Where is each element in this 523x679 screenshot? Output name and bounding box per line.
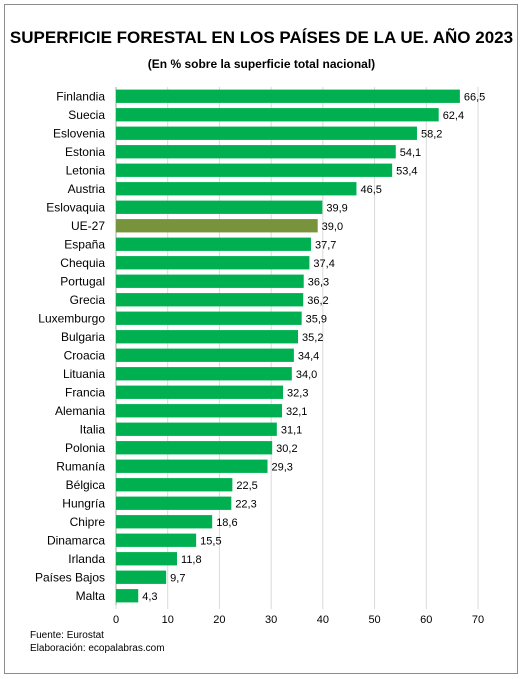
category-label: Finlandia [56,89,105,103]
bar [116,145,396,159]
value-label: 54,1 [400,147,421,159]
bar [116,256,310,270]
x-tick-label: 20 [213,614,225,626]
category-label: Estonia [65,145,105,159]
bar [116,348,294,362]
x-tick-label: 50 [368,614,380,626]
bar [116,200,323,214]
value-label: 11,8 [181,554,202,566]
x-tick-label: 10 [162,614,174,626]
bar [116,515,213,529]
value-label: 15,5 [200,535,221,547]
bar [116,108,439,122]
value-label: 30,2 [276,443,297,455]
category-label: Bélgica [66,478,106,492]
x-tick-label: 30 [265,614,277,626]
category-label: Hungría [62,496,105,510]
value-label: 36,2 [307,295,328,307]
value-label: 18,6 [216,517,237,529]
category-label: Italia [80,422,106,436]
bar [116,552,178,566]
bar [116,89,460,103]
bar [116,533,197,547]
value-label: 58,2 [421,128,442,140]
category-label: Luxemburgo [38,311,105,325]
value-label: 37,4 [313,258,334,270]
source-note: Fuente: Eurostat [30,630,104,641]
bar [116,385,284,399]
category-label: Eslovaquia [46,200,105,214]
bar [116,570,167,584]
bar [116,589,139,603]
category-label: Croacia [64,348,106,362]
category-label: Lituania [63,367,105,381]
value-label: 53,4 [396,165,417,177]
value-label: 34,4 [298,350,319,362]
value-label: 31,1 [281,424,302,436]
value-label: 36,3 [308,276,329,288]
value-label: 9,7 [170,572,185,584]
x-tick-label: 40 [317,614,329,626]
value-label: 37,7 [315,239,336,251]
category-label: Países Bajos [35,570,105,584]
value-label: 35,9 [306,313,327,325]
category-label: Portugal [60,274,105,288]
chart-subtitle: (En % sobre la superficie total nacional… [147,57,376,71]
bar [116,293,304,307]
value-label: 66,5 [464,91,485,103]
category-label: UE-27 [71,219,105,233]
category-label: Francia [65,385,105,399]
bar [116,311,302,325]
bar [116,274,304,288]
bar [116,219,318,233]
x-tick-label: 70 [472,614,484,626]
bar [116,478,233,492]
bar [116,422,277,436]
value-label: 22,3 [235,498,256,510]
value-label: 62,4 [443,110,464,122]
bar [116,441,273,455]
bar [116,126,417,140]
category-label: Suecia [68,108,105,122]
category-label: Rumanía [56,459,105,473]
bar [116,163,393,177]
category-label: Letonia [66,163,106,177]
value-label: 29,3 [272,461,293,473]
category-label: Bulgaria [61,330,105,344]
credit-note: Elaboración: ecopalabras.com [30,643,165,654]
category-label: Chequia [60,256,105,270]
bar [116,330,299,344]
category-label: Chipre [70,515,106,529]
bar [116,367,292,381]
category-label: Polonia [65,441,105,455]
value-label: 4,3 [142,591,157,603]
x-tick-label: 60 [420,614,432,626]
value-label: 32,3 [287,387,308,399]
bar [116,496,232,510]
value-label: 34,0 [296,369,317,381]
category-label: España [64,237,105,251]
category-label: Alemania [55,404,105,418]
bar [116,182,357,196]
bar [116,237,311,251]
category-label: Dinamarca [47,533,105,547]
value-label: 35,2 [302,332,323,344]
category-label: Grecia [70,293,106,307]
category-label: Austria [68,182,106,196]
value-label: 32,1 [286,406,307,418]
bar [116,404,283,418]
category-label: Irlanda [68,552,105,566]
value-label: 39,9 [326,202,347,214]
category-label: Eslovenia [53,126,105,140]
value-label: 22,5 [236,480,257,492]
value-label: 46,5 [360,184,381,196]
chart-title: SUPERFICIE FORESTAL EN LOS PAÍSES DE LA … [9,28,514,47]
x-tick-label: 0 [113,614,119,626]
category-label: Malta [76,589,106,603]
bar [116,459,268,473]
value-label: 39,0 [322,221,343,233]
